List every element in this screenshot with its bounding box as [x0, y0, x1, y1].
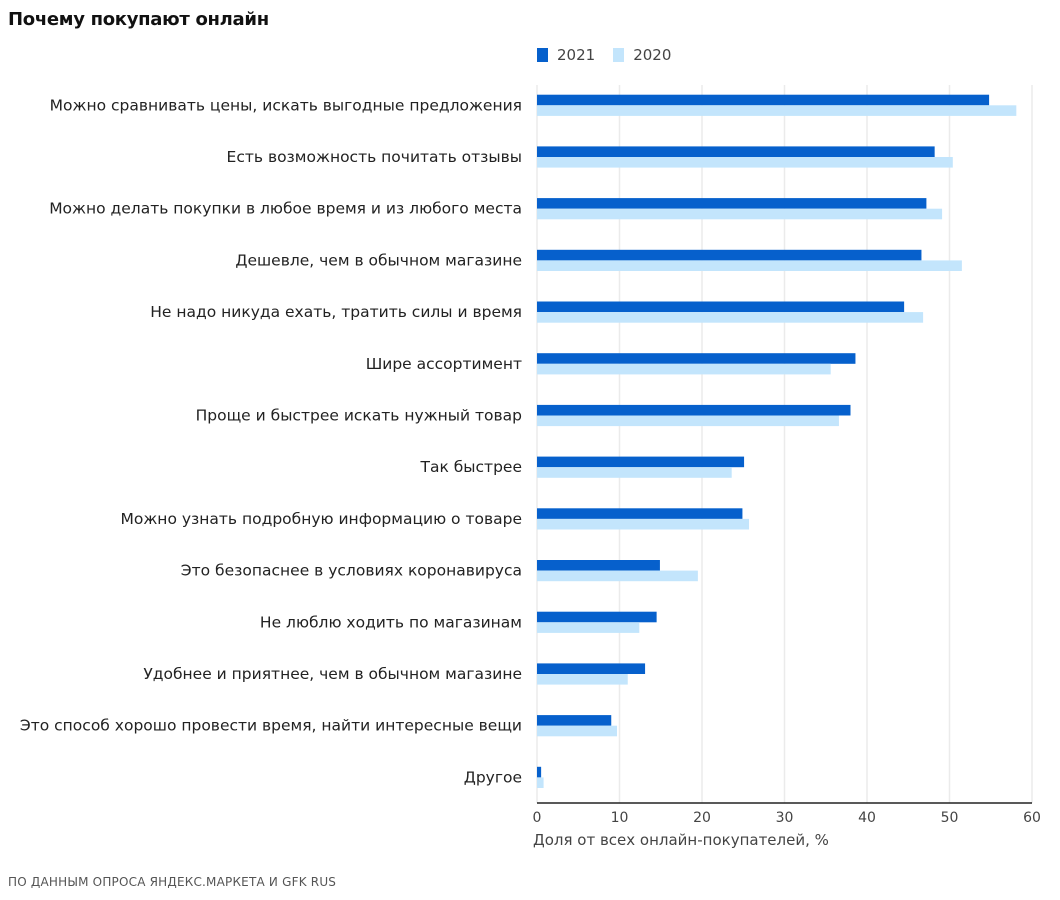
legend-swatch-2020	[613, 48, 625, 62]
category-label: Удобнее и приятнее, чем в обычном магази…	[143, 665, 522, 683]
bar-2020-2	[537, 208, 943, 220]
x-tick-label: 50	[941, 810, 959, 826]
bar-2021-11	[537, 663, 646, 674]
bar-2021-10	[537, 611, 657, 623]
legend-swatch-2021	[537, 48, 548, 62]
bar-2020-4	[537, 312, 924, 323]
bar-2020-8	[537, 518, 750, 530]
legend-item-2021: 2021	[537, 46, 595, 64]
bar-2020-5	[537, 363, 831, 375]
bar-2021-5	[537, 353, 856, 364]
legend-label-2021: 2021	[557, 46, 596, 64]
legend: 2021 2020	[537, 46, 689, 64]
gridlines	[536, 85, 1033, 803]
x-tick-label: 20	[693, 810, 711, 826]
x-tick-label: 30	[776, 810, 794, 826]
bar-2021-4	[537, 301, 905, 313]
category-label: Есть возможность почитать отзывы	[227, 148, 522, 166]
bar-2020-0	[537, 105, 1017, 116]
x-tick-label: 10	[611, 810, 629, 826]
legend-label-2020: 2020	[633, 46, 672, 64]
x-axis-label: Доля от всех онлайн-покупателей, %	[533, 831, 829, 849]
category-label: Можно делать покупки в любое время и из …	[49, 200, 522, 218]
bar-2020-11	[537, 674, 628, 685]
bar-2021-8	[537, 508, 743, 519]
bar-2020-10	[537, 622, 640, 633]
bar-2021-12	[537, 715, 612, 726]
bar-2020-13	[537, 777, 544, 788]
bar-2020-3	[537, 260, 962, 271]
category-labels: Можно сравнивать цены, искать выгодные п…	[20, 96, 522, 786]
x-tick-label: 0	[533, 810, 542, 826]
x-tick-label: 40	[858, 810, 876, 826]
category-label: Шире ассортимент	[366, 355, 522, 373]
x-tick-label: 60	[1023, 810, 1041, 826]
bar-2021-2	[537, 198, 927, 209]
bar-2021-1	[537, 146, 935, 157]
source-note: ПО ДАННЫМ ОПРОСА ЯНДЕКС.МАРКЕТА И GFK RU…	[8, 875, 337, 889]
category-label: Не люблю ходить по магазинам	[260, 613, 522, 631]
bar-2021-9	[537, 560, 660, 571]
bar-2020-12	[537, 725, 618, 737]
legend-item-2020: 2020	[613, 46, 671, 64]
category-label: Это безопаснее в условиях коронавируса	[181, 562, 522, 580]
x-tick-labels: 0 10 20 30 40 50 60	[533, 810, 1041, 826]
bar-2020-1	[537, 157, 953, 168]
bar-2020-7	[537, 467, 732, 478]
bars	[537, 94, 1017, 788]
category-label: Так быстрее	[419, 458, 522, 476]
bar-2021-7	[537, 456, 745, 468]
bar-2021-0	[537, 94, 990, 106]
category-label: Другое	[464, 768, 522, 786]
bar-2020-6	[537, 415, 839, 427]
category-label: Можно сравнивать цены, искать выгодные п…	[50, 96, 522, 114]
category-label: Можно узнать подробную информацию о това…	[120, 510, 522, 528]
bar-2021-3	[537, 249, 922, 261]
category-label: Это способ хорошо провести время, найти …	[20, 717, 522, 735]
bar-2021-6	[537, 404, 851, 416]
category-label: Проще и быстрее искать нужный товар	[196, 407, 522, 425]
bar-2020-9	[537, 570, 698, 582]
bar-2021-13	[537, 766, 542, 778]
chart-title: Почему покупают онлайн	[8, 9, 269, 30]
bar-chart: Можно сравнивать цены, искать выгодные п…	[20, 85, 1041, 826]
category-label: Не надо никуда ехать, тратить силы и вре…	[150, 303, 522, 321]
category-label: Дешевле, чем в обычном магазине	[235, 251, 522, 269]
